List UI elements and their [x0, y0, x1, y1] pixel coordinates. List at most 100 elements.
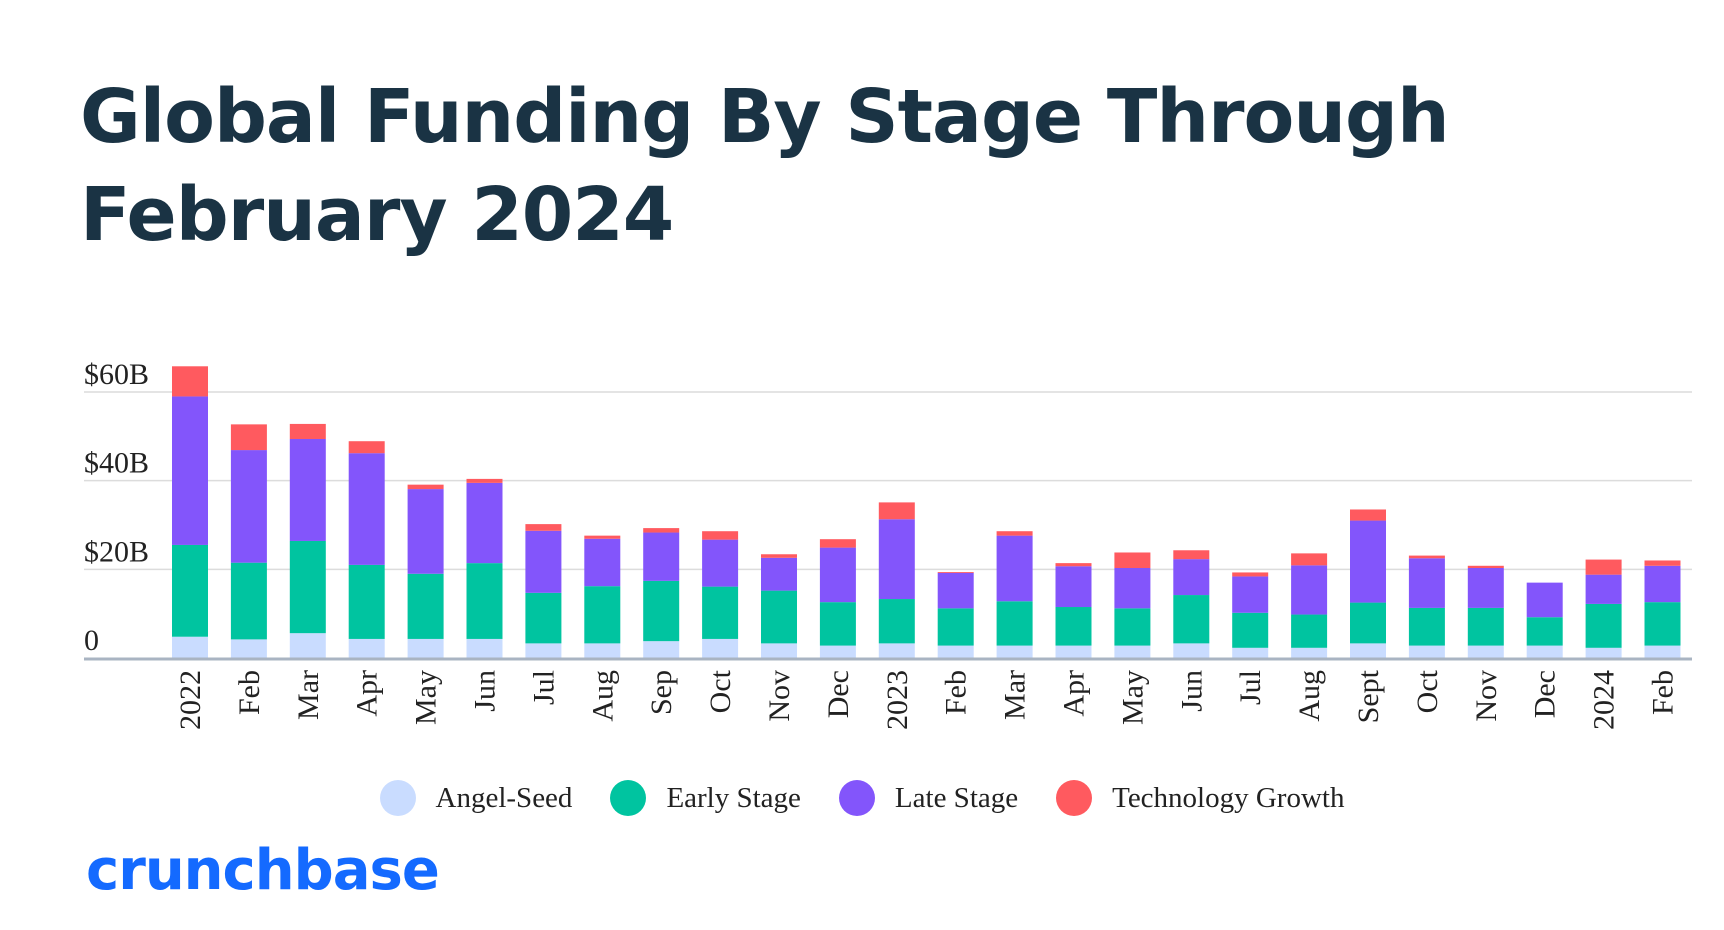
- bar-segment: [172, 366, 208, 397]
- bar-segment: [1114, 645, 1151, 658]
- bar-segment: [761, 554, 797, 558]
- x-tick-label: May: [410, 670, 443, 725]
- bar-segment: [1408, 558, 1445, 608]
- stacked-bar-chart: 0 $20B $40B $60B 2022 Feb Mar Apr May Jun Jul Aug Se…: [84, 358, 1692, 730]
- bar-segment: [525, 530, 562, 593]
- bar-segment: [1055, 645, 1092, 658]
- x-tick-label: Dec: [1529, 670, 1562, 718]
- bar-segment: [702, 531, 739, 540]
- bar-segment: [407, 573, 444, 639]
- bar-segment: [1585, 603, 1622, 648]
- bar-segment: [996, 535, 1033, 602]
- bar-segment: [819, 539, 856, 548]
- bar-segment: [702, 638, 739, 658]
- title-line-2: February 2024: [80, 172, 674, 258]
- chart-title: Global Funding By Stage Through February…: [80, 68, 1580, 264]
- x-tick-label: 2024: [1588, 670, 1621, 730]
- x-tick-label: Feb: [233, 670, 266, 715]
- bar-segment: [996, 645, 1033, 658]
- legend: Angel-Seed Early Stage Late Stage Technolog…: [0, 780, 1724, 816]
- bar-segment: [878, 643, 915, 658]
- legend-label: Early Stage: [666, 781, 801, 814]
- bar-segment: [1408, 607, 1445, 646]
- legend-label: Angel-Seed: [435, 781, 573, 814]
- bar-segment: [937, 571, 974, 573]
- bar-segment: [1585, 647, 1622, 658]
- legend-swatch: [838, 780, 875, 816]
- bar-segment: [643, 641, 680, 658]
- legend-item: Angel-Seed: [379, 780, 573, 816]
- bar-segment: [643, 528, 680, 533]
- bar-segment: [1408, 645, 1445, 658]
- bar-segment: [289, 633, 326, 658]
- legend-label: Late Stage: [894, 781, 1019, 814]
- title-line-1: Global Funding By Stage Through: [80, 74, 1450, 160]
- bar-segment: [702, 539, 739, 587]
- x-tick-label: 2022: [174, 670, 207, 730]
- bar-segment: [1173, 559, 1210, 596]
- x-tick-label: Oct: [704, 669, 737, 713]
- legend-item: Technology Growth: [1056, 780, 1344, 816]
- bar-segment: [819, 547, 856, 603]
- bar-segment: [230, 450, 267, 563]
- x-tick-label: Nov: [763, 670, 796, 722]
- bar-segment: [407, 489, 444, 574]
- bar-segment: [289, 423, 326, 439]
- bar-segment: [761, 590, 797, 644]
- bar-segment: [466, 482, 503, 564]
- bar-segment: [525, 592, 562, 644]
- bar-segment: [878, 599, 915, 644]
- legend-swatch: [1056, 780, 1093, 816]
- x-tick-label: Jul: [527, 670, 560, 705]
- bar-segment: [1055, 607, 1092, 646]
- bar-segment: [348, 638, 385, 658]
- bar-segment: [584, 538, 621, 587]
- bar-segment: [172, 636, 208, 658]
- bar-segment: [1467, 607, 1504, 646]
- bar-segment: [1173, 643, 1210, 658]
- y-tick-label: $40B: [84, 447, 149, 480]
- x-tick-label: Dec: [822, 670, 855, 718]
- bar-segment: [1644, 645, 1681, 658]
- x-tick-label: Sep: [645, 670, 678, 715]
- bar-segment: [819, 602, 856, 646]
- legend-swatch: [610, 780, 647, 816]
- bar-segment: [1232, 576, 1269, 613]
- bar-segment: [1526, 617, 1563, 646]
- bar-segment: [172, 396, 208, 545]
- x-tick-label: Nov: [1470, 670, 1503, 722]
- bar-segment: [937, 608, 974, 646]
- y-tick-label: $60B: [84, 358, 149, 391]
- bar-segment: [643, 580, 680, 642]
- bar-segment: [1114, 568, 1151, 609]
- bar-segment: [1114, 552, 1151, 569]
- bar-segment: [289, 438, 326, 541]
- x-tick-label: Oct: [1411, 669, 1444, 713]
- bar-segment: [761, 643, 797, 658]
- legend-label: Technology Growth: [1112, 781, 1345, 814]
- bar-segment: [407, 638, 444, 658]
- bar-segment: [1350, 509, 1386, 521]
- bar-segment: [996, 531, 1033, 536]
- bar-segment: [1526, 582, 1563, 618]
- bar-segment: [1291, 553, 1328, 566]
- bar-segment: [584, 643, 621, 658]
- bar-segment: [1467, 565, 1504, 569]
- bar-segment: [702, 586, 739, 639]
- bar-segment: [1350, 520, 1386, 603]
- bar-segment: [1585, 559, 1622, 575]
- bar-segment: [1585, 574, 1622, 604]
- x-tick-label: Aug: [586, 670, 619, 722]
- x-tick-label: Jun: [469, 670, 502, 712]
- bar-segment: [996, 601, 1033, 646]
- x-tick-label: Feb: [940, 670, 973, 715]
- bar-segment: [643, 532, 680, 581]
- bar-segment: [348, 564, 385, 639]
- legend-swatch: [379, 780, 416, 816]
- bar-segment: [1644, 560, 1681, 566]
- bar-segment: [1232, 612, 1269, 648]
- x-tick-label: Mar: [292, 670, 325, 720]
- x-tick-label: Aug: [1293, 670, 1326, 722]
- bar-segment: [1232, 647, 1269, 658]
- bar-segment: [1408, 555, 1445, 559]
